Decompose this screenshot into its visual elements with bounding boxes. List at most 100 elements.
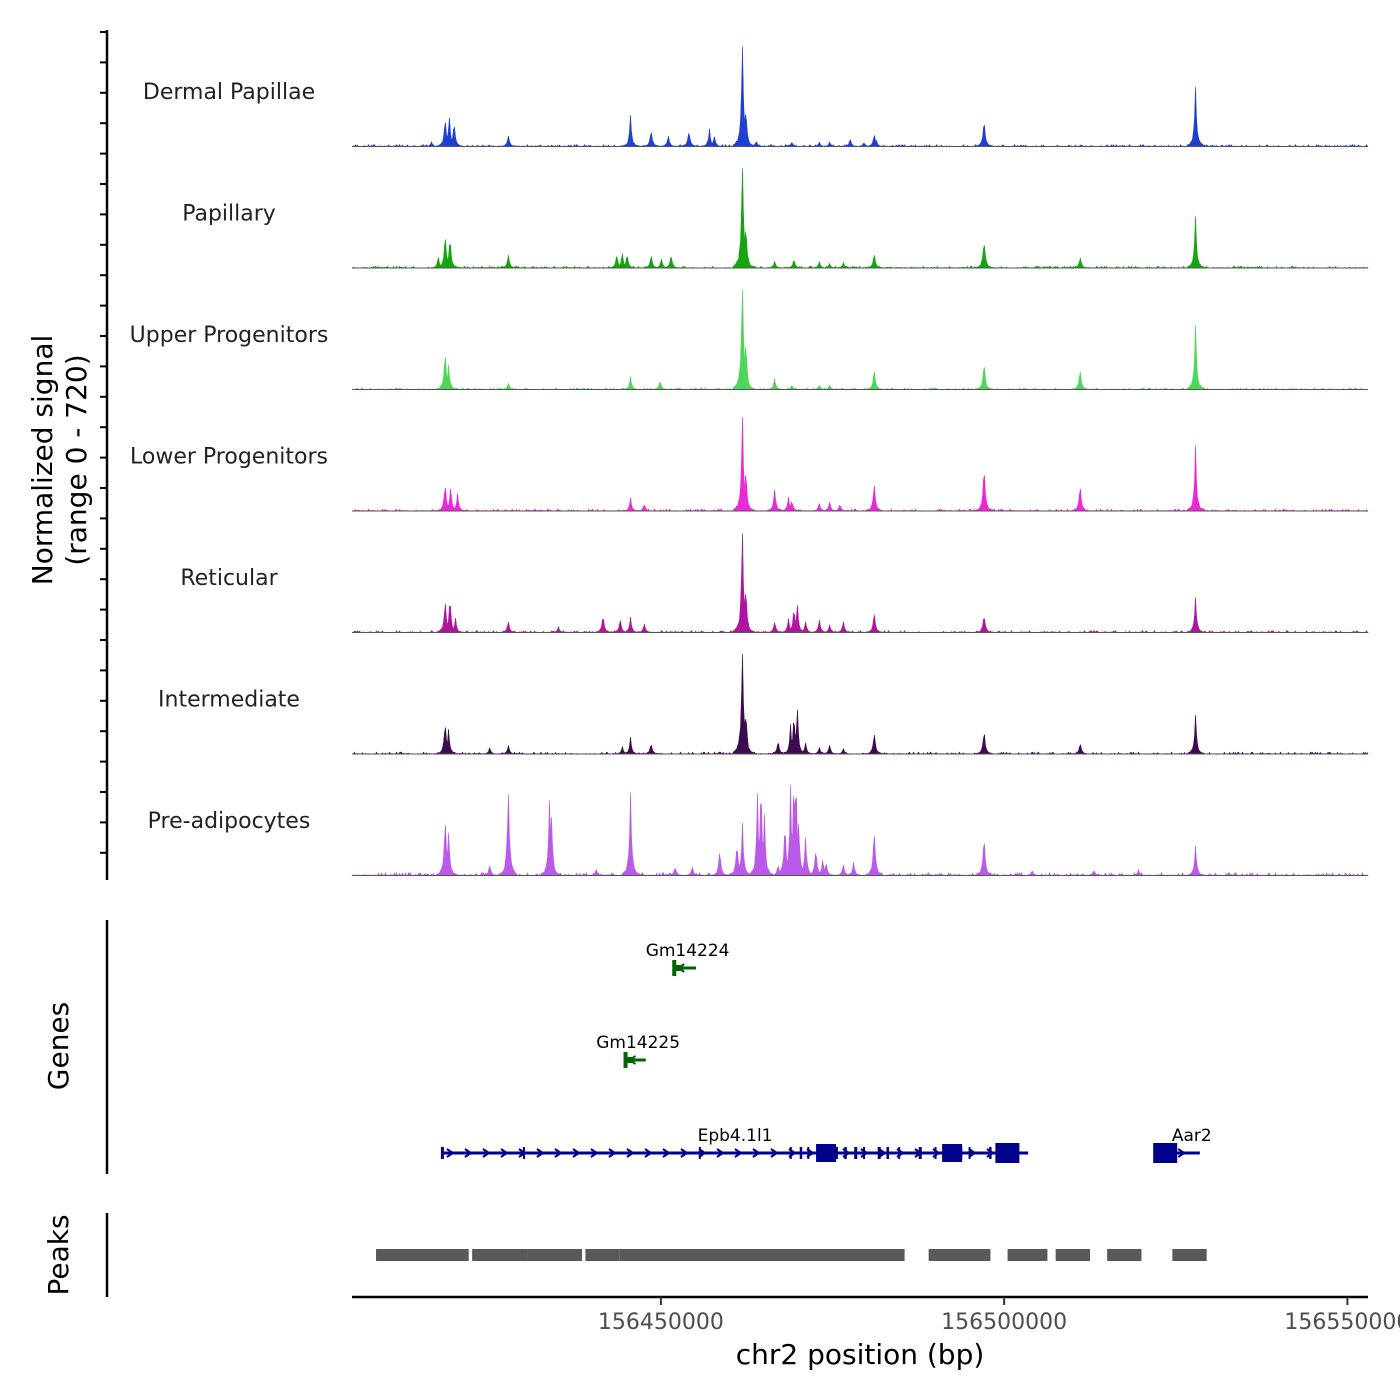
track-label: Intermediate: [158, 688, 300, 713]
genes-panel: Gm14224 Gm14225 Epb4.1l1 Aar2: [440, 941, 1212, 1163]
strand-arrow: [860, 1148, 869, 1158]
peak-region: [1107, 1249, 1142, 1261]
peak-region: [1055, 1249, 1090, 1261]
strand-arrow: [716, 1148, 725, 1158]
peaks-panel-title: Peaks: [42, 1214, 75, 1295]
gene-1: Gm14225: [596, 1033, 680, 1068]
exon: [789, 1147, 792, 1159]
peaks-panel: [376, 1249, 1207, 1261]
peak-region: [547, 1249, 582, 1261]
strand-arrow: [878, 1148, 887, 1158]
peak-region: [492, 1249, 528, 1261]
coverage-area: [351, 533, 1370, 633]
strand-arrow: [464, 1148, 473, 1158]
gene-label: Gm14225: [596, 1033, 680, 1053]
track-label: Upper Progenitors: [130, 323, 329, 348]
coverage-area: [352, 167, 1369, 269]
coverage-tracks: Dermal Papillae Papillary Upper Progenitor…: [130, 46, 1370, 877]
strand-arrow: [734, 1148, 743, 1158]
peak-region: [956, 1249, 991, 1261]
exon: [989, 1147, 992, 1159]
strand-arrow: [536, 1148, 545, 1158]
peak-region: [376, 1249, 411, 1261]
exon: [698, 1147, 701, 1159]
track-5: Intermediate: [158, 653, 1369, 755]
track-label: Papillary: [182, 202, 276, 227]
coverage-area: [351, 416, 1369, 512]
strand-arrow: [446, 1148, 455, 1158]
peak-region: [585, 1249, 620, 1261]
exon: [816, 1144, 837, 1162]
strand-arrow: [554, 1148, 563, 1158]
peak-region: [434, 1249, 469, 1261]
strand-arrow: [770, 1148, 779, 1158]
coverage-y-axis: [100, 30, 109, 880]
exon: [834, 1147, 838, 1159]
strand-arrow: [1177, 1148, 1186, 1158]
strand-arrow: [482, 1148, 491, 1158]
exon: [877, 1147, 881, 1159]
x-tick-label: 156500000: [941, 1310, 1067, 1335]
exon: [854, 1147, 858, 1159]
track-1: Papillary: [182, 167, 1369, 269]
strand-arrow: [608, 1148, 617, 1158]
exon: [844, 1147, 847, 1159]
strand-arrow: [500, 1148, 509, 1158]
gene-2: Epb4.1l1: [440, 1126, 1029, 1163]
strand-arrow: [752, 1148, 761, 1158]
y-axis-title-line1: Normalized signal: [26, 335, 59, 586]
track-3: Lower Progenitors: [130, 416, 1369, 512]
strand-arrow: [572, 1148, 581, 1158]
strand-arrow: [698, 1148, 707, 1158]
peak-region: [671, 1249, 706, 1261]
exon: [626, 1057, 635, 1063]
exon: [995, 1143, 1020, 1163]
exon: [942, 1144, 963, 1162]
coverage-area: [351, 46, 1369, 148]
track-0: Dermal Papillae: [143, 46, 1369, 148]
y-axis-title: Normalized signal (range 0 - 720): [26, 335, 93, 586]
gene-label: Aar2: [1172, 1126, 1212, 1146]
peak-region: [928, 1249, 963, 1261]
gene-3: Aar2: [1153, 1126, 1212, 1163]
track-label: Reticular: [180, 566, 278, 591]
peak-region: [743, 1249, 778, 1261]
exon: [959, 1147, 963, 1159]
strand-arrow: [986, 1148, 995, 1158]
exon: [968, 1147, 971, 1159]
exon: [886, 1147, 889, 1159]
exon: [863, 1147, 866, 1159]
x-tick-label: 156450000: [598, 1310, 724, 1335]
strand-arrow: [662, 1148, 671, 1158]
exon: [918, 1147, 922, 1159]
exon: [675, 965, 684, 971]
x-tick-label: 156550000: [1284, 1310, 1400, 1335]
x-axis-title: chr2 position (bp): [736, 1338, 985, 1371]
exon: [623, 1052, 628, 1068]
exon: [934, 1147, 937, 1159]
exon: [898, 1147, 901, 1159]
strand-arrow: [626, 1148, 635, 1158]
coverage-area: [351, 289, 1369, 390]
exon: [440, 1147, 444, 1159]
peak-region: [870, 1249, 905, 1261]
peak-region: [1172, 1249, 1207, 1261]
y-axis-title-line2: (range 0 - 720): [60, 354, 93, 565]
strand-arrow: [644, 1148, 653, 1158]
track-6: Pre-adipocytes: [148, 784, 1369, 877]
genes-panel-title: Genes: [42, 1002, 75, 1090]
strand-arrow: [590, 1148, 599, 1158]
x-axis: 156450000 156500000 156550000: [598, 1297, 1400, 1335]
gene-label: Epb4.1l1: [698, 1126, 773, 1146]
track-4: Reticular: [180, 533, 1370, 633]
exon: [672, 960, 677, 976]
track-2: Upper Progenitors: [130, 289, 1369, 390]
coverage-area: [351, 784, 1369, 877]
strand-arrow: [968, 1148, 977, 1158]
exon: [807, 1147, 810, 1159]
coverage-area: [352, 653, 1369, 755]
strand-arrow: [680, 1148, 689, 1158]
exon: [1153, 1143, 1178, 1163]
gene-label: Gm14224: [646, 941, 730, 961]
